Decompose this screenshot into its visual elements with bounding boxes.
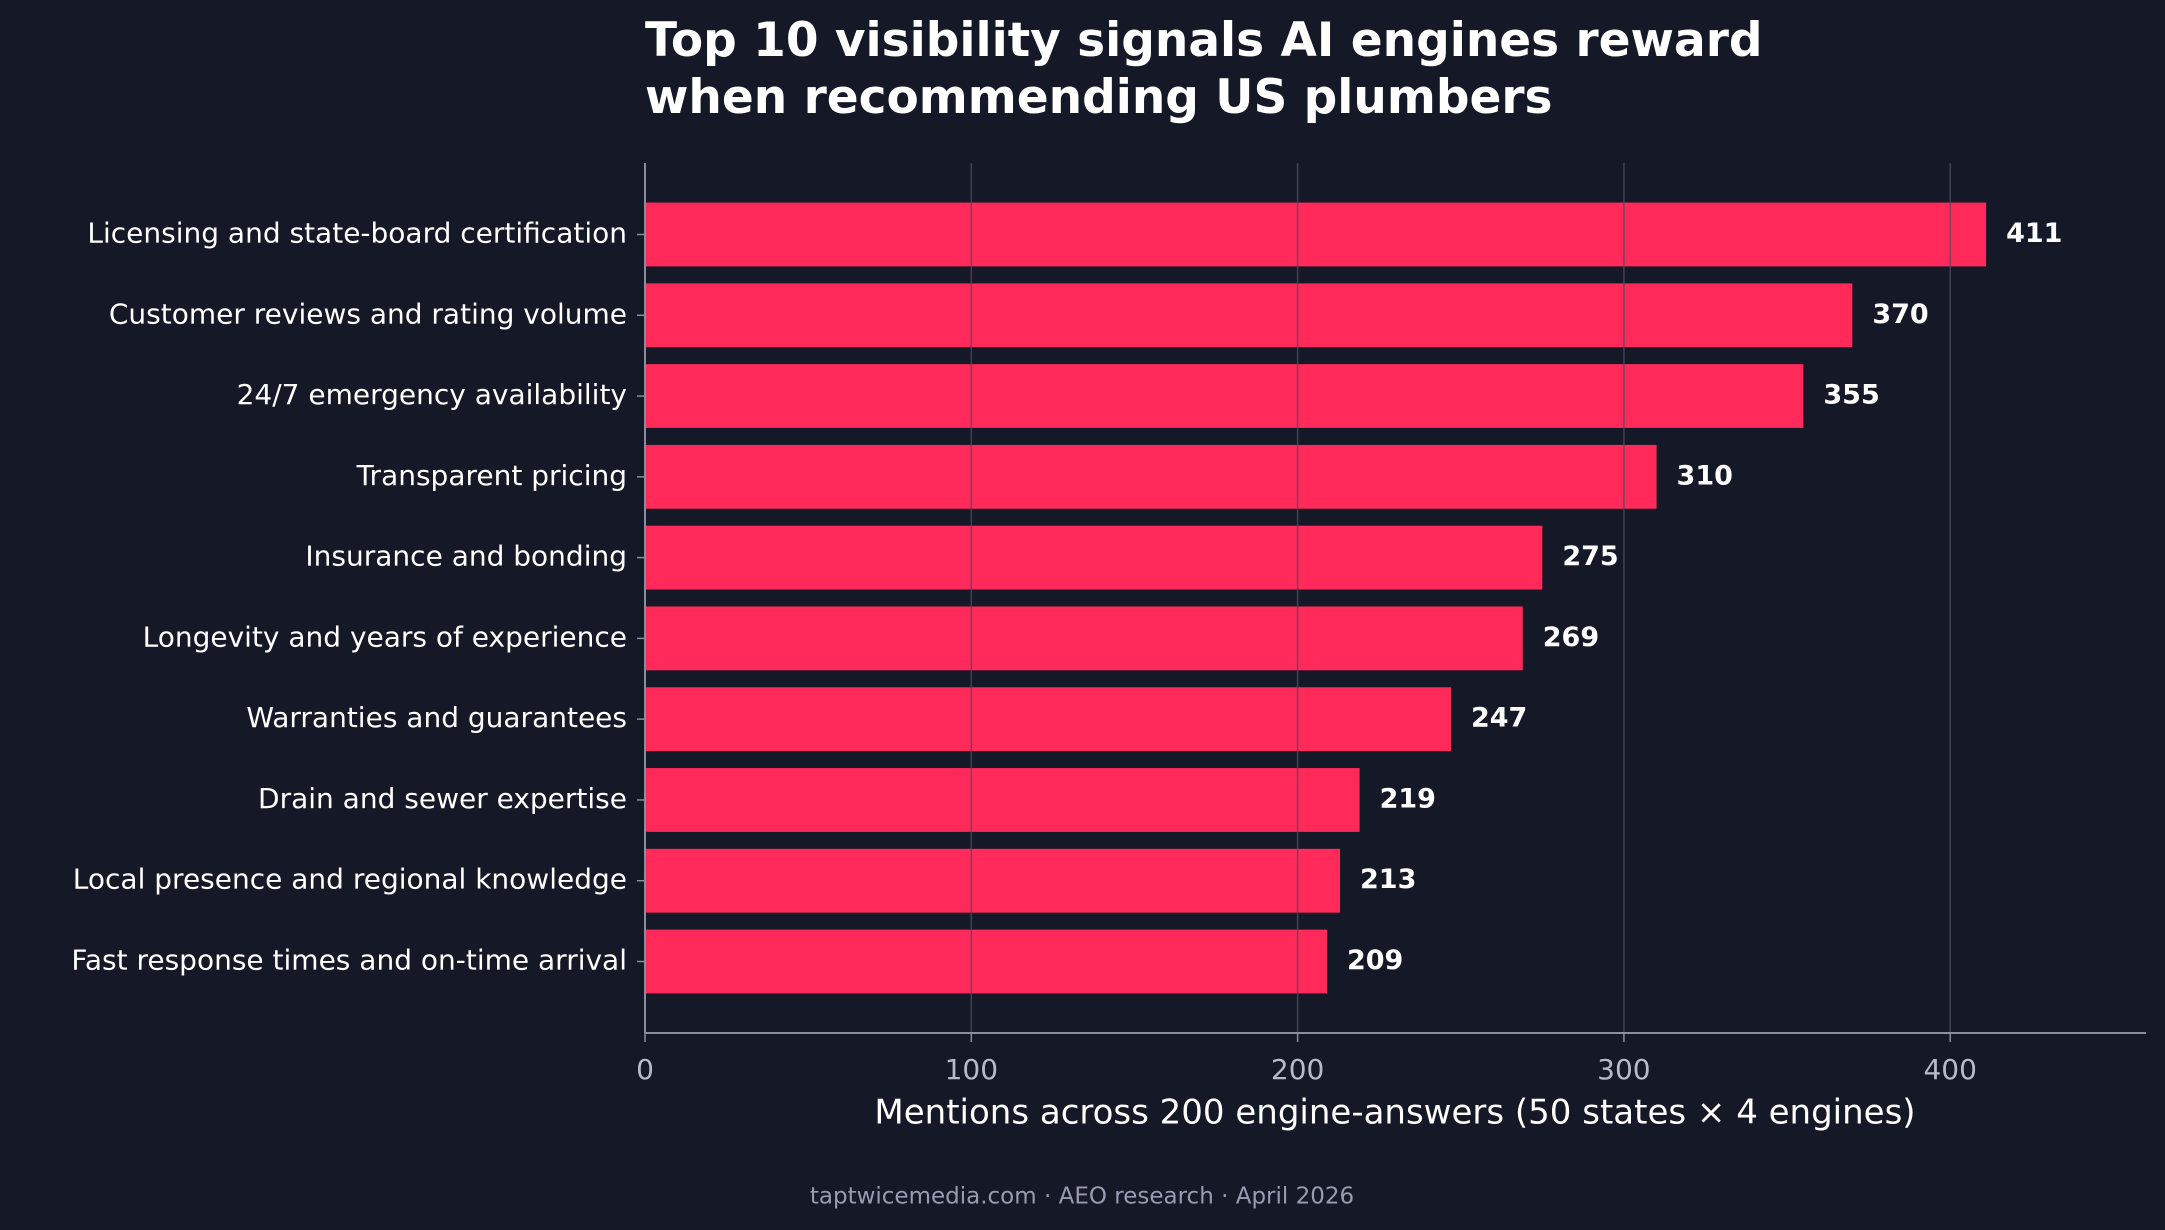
x-tick-label: 0 [636, 1053, 654, 1086]
value-label: 411 [2006, 218, 2062, 249]
y-tick-label: Customer reviews and rating volume [109, 297, 627, 330]
bar [645, 444, 1657, 509]
bar [645, 687, 1451, 752]
x-tick-label: 300 [1597, 1053, 1650, 1086]
bar [645, 202, 1987, 267]
y-tick-label: Longevity and years of experience [143, 620, 627, 653]
y-tick-label: 24/7 emergency availability [237, 378, 627, 411]
y-tick-label: Warranties and guarantees [246, 701, 627, 734]
value-label: 275 [1562, 541, 1618, 572]
x-axis-label: Mentions across 200 engine-answers (50 s… [874, 1093, 1915, 1133]
value-label: 355 [1823, 380, 1879, 411]
chart-title: Top 10 visibility signals AI engines rew… [645, 13, 1763, 125]
value-label: 310 [1677, 460, 1733, 491]
y-tick-label: Transparent pricing [356, 459, 627, 492]
value-label: 269 [1543, 622, 1599, 653]
y-tick-label: Licensing and state-board certification [87, 216, 627, 249]
y-tick-label: Local presence and regional knowledge [73, 863, 627, 896]
y-tick-label: Drain and sewer expertise [258, 782, 627, 815]
value-label: 213 [1360, 864, 1416, 895]
bar [645, 929, 1327, 994]
x-tick-label: 100 [945, 1053, 998, 1086]
bar [645, 606, 1523, 671]
bar [645, 283, 1853, 348]
bar [645, 848, 1341, 913]
value-label: 247 [1471, 703, 1527, 734]
value-label: 370 [1872, 299, 1928, 330]
x-tick-label: 200 [1271, 1053, 1324, 1086]
bar [645, 768, 1360, 832]
value-label: 209 [1347, 945, 1403, 976]
y-tick-label: Fast response times and on-time arrival [71, 944, 627, 977]
bar [645, 364, 1804, 428]
footer: taptwicemedia.com · AEO research · April… [810, 1184, 1354, 1210]
value-label: 219 [1380, 783, 1436, 814]
bar [645, 525, 1543, 590]
y-tick-label: Insurance and bonding [305, 540, 627, 573]
x-tick-label: 400 [1923, 1053, 1976, 1086]
